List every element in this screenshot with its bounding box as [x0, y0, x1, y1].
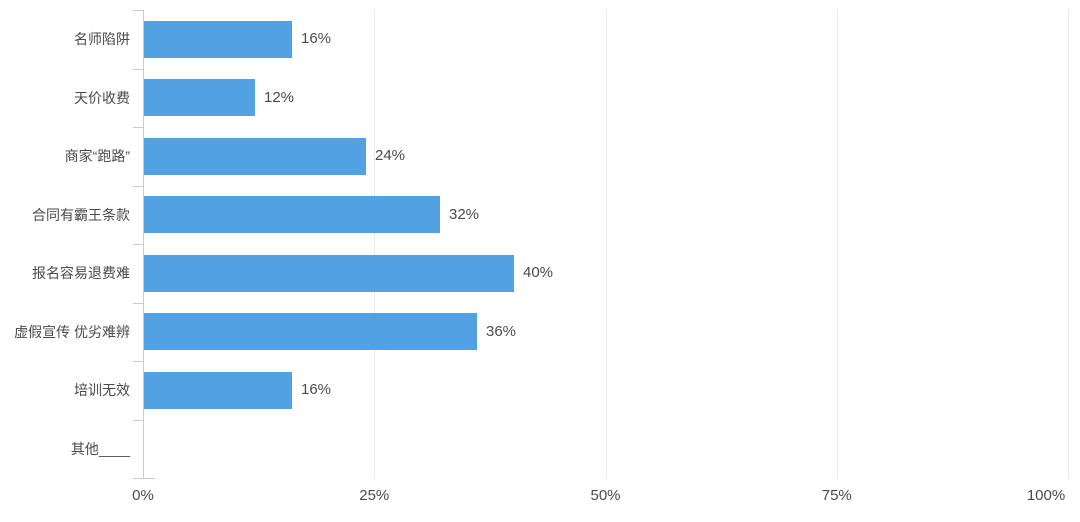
x-tick-label: 75%: [821, 487, 852, 504]
gridline: [605, 10, 607, 478]
y-axis-line: [143, 10, 144, 478]
gridline: [836, 10, 838, 478]
category-label: 商家“跑路”: [64, 148, 130, 165]
x-tick-label: 100%: [1026, 487, 1066, 504]
x-tick-label: 0%: [132, 487, 154, 504]
bar: [144, 137, 366, 175]
value-label: 24%: [375, 147, 406, 165]
value-label: 32%: [449, 205, 480, 223]
y-axis-tick: [133, 478, 143, 479]
x-axis-corner-tick: [143, 478, 155, 479]
value-label: 16%: [301, 381, 332, 399]
bar: [144, 196, 440, 234]
bar: [144, 254, 514, 292]
y-axis-tick: [133, 10, 143, 11]
bar: [144, 79, 255, 117]
category-label: 合同有霸王条款: [32, 206, 130, 223]
y-axis-tick: [133, 302, 143, 304]
gridline: [1068, 10, 1069, 478]
category-label: 培训无效: [74, 382, 130, 399]
y-axis-tick: [133, 127, 143, 128]
x-tick-label: 25%: [359, 487, 390, 504]
gridline: [374, 10, 376, 478]
y-axis-tick: [133, 244, 143, 245]
category-label: 报名容易退费难: [32, 265, 130, 282]
value-label: 36%: [486, 322, 517, 340]
y-axis-tick: [133, 185, 143, 187]
y-axis-tick: [133, 361, 143, 362]
x-tick-label: 50%: [590, 487, 621, 504]
value-label: 16%: [301, 30, 332, 48]
category-label: 其他____: [70, 440, 130, 457]
category-label: 名师陷阱: [74, 31, 130, 48]
y-axis-tick: [133, 419, 143, 421]
value-label: 40%: [523, 264, 554, 282]
category-label: 虚假宣传 优劣难辨: [14, 323, 130, 340]
y-axis-tick: [133, 68, 143, 70]
category-label: 天价收费: [74, 89, 130, 106]
bar: [144, 313, 477, 351]
bar: [144, 371, 292, 409]
bar: [144, 20, 292, 58]
value-label: 12%: [264, 88, 295, 106]
